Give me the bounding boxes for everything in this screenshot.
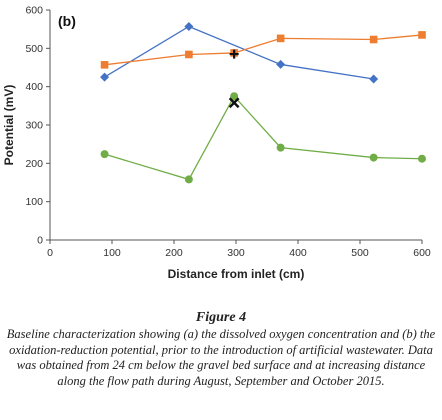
x-tick-label: 400 [289, 247, 307, 259]
x-tick-label: 600 [413, 247, 431, 259]
series-3-point [100, 150, 109, 159]
x-tick-label: 200 [165, 247, 183, 259]
series-3-point [230, 92, 239, 101]
y-axis-title: Potential (mV) [2, 85, 16, 166]
x-marker [228, 97, 240, 109]
series-3-point [418, 154, 426, 163]
y-tick-label: 100 [25, 196, 43, 208]
series-2-point [369, 35, 378, 44]
x-tick-label: 0 [47, 247, 53, 259]
series-2-point [418, 31, 426, 39]
series-2-line [104, 34, 423, 66]
plus-marker [229, 49, 239, 59]
figure-caption: Baseline characterization showing (a) th… [6, 327, 436, 388]
series-1-line [104, 25, 374, 80]
x-tick-label: 100 [103, 247, 121, 259]
y-tick-label: 500 [25, 43, 43, 55]
series-1-point [184, 21, 194, 31]
series-3-point [369, 153, 378, 162]
y-tick-label: 0 [37, 235, 43, 247]
panel-label: (b) [58, 13, 76, 29]
series-3-point [276, 143, 285, 152]
x-tick-label: 500 [351, 247, 369, 259]
x-axis-title: Distance from inlet (cm) [168, 267, 305, 281]
series-3-point [184, 175, 193, 184]
series-2-point [185, 50, 193, 59]
y-tick-label: 300 [25, 120, 43, 132]
potential-chart: 0 100 200 300 400 500 600 0 100 200 300 400 500 600 Di… [2, 5, 431, 282]
series-1-point [276, 59, 286, 69]
series-3-line [104, 95, 423, 181]
series-2-point [100, 61, 109, 69]
figure-title: Figure 4 [195, 310, 247, 325]
y-tick-label: 400 [25, 81, 43, 93]
series-1-point [369, 74, 379, 84]
y-tick-label: 600 [25, 5, 43, 17]
x-tick-label: 300 [227, 247, 245, 259]
series-2-point [276, 34, 285, 43]
y-tick-label: 200 [25, 158, 43, 170]
series-1-point [100, 72, 110, 82]
